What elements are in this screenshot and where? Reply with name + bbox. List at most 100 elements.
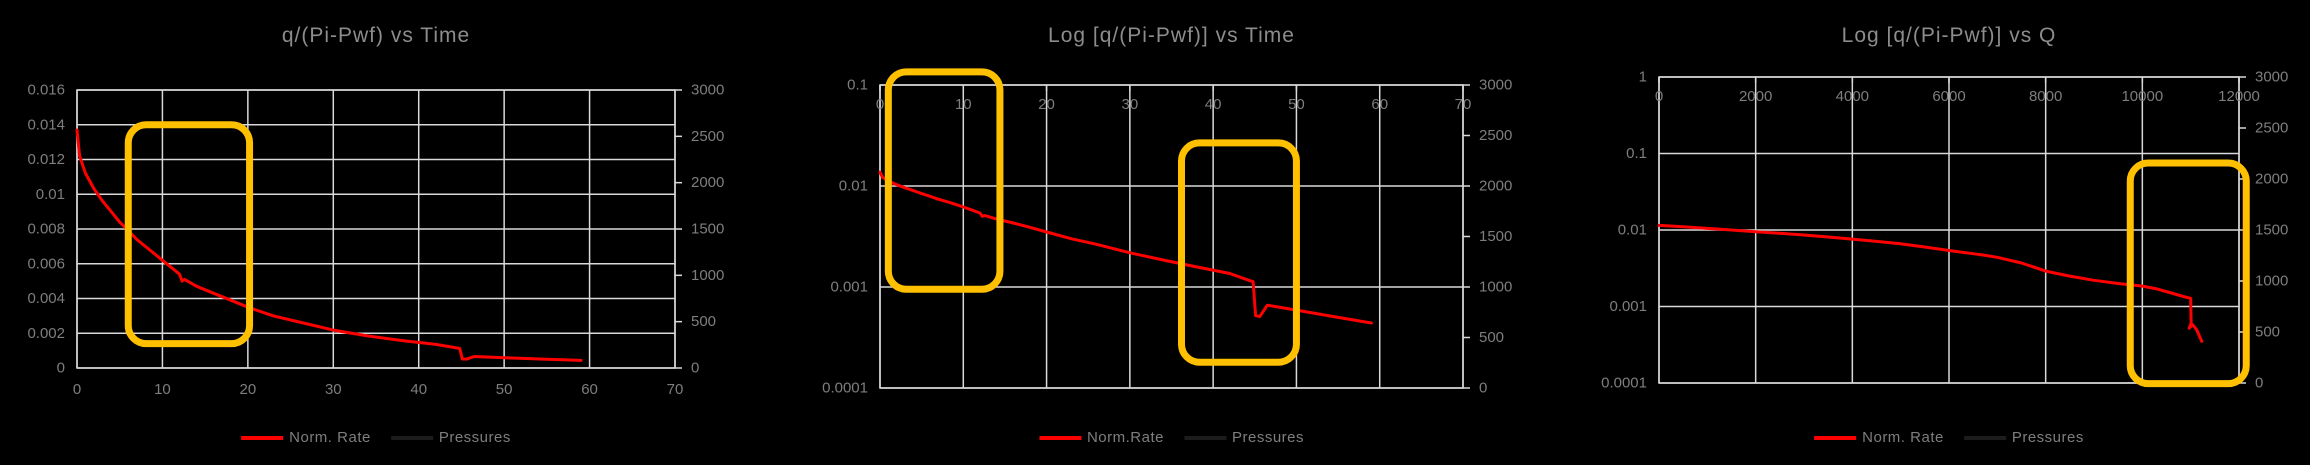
- x-axis-tick-label: 6000: [1932, 88, 1965, 105]
- series-line-1: [75, 128, 583, 362]
- chart-title: Log [q/(Pi-Pwf)] vs Time: [1048, 24, 1295, 47]
- y-axis-tick-label: 0.001: [1609, 298, 1647, 315]
- y-axis-tick-label: 0.004: [27, 290, 65, 307]
- plot-border: [879, 84, 1464, 389]
- y-axis-tick-label: 0.0001: [1601, 375, 1647, 392]
- x-axis-tick-label: 60: [581, 381, 598, 398]
- y2-axis-tick-label: 1000: [1479, 279, 1512, 296]
- annotation-box: [2126, 159, 2250, 388]
- y-axis-tick-label: 0.006: [27, 255, 65, 272]
- y-axis-tick-label: 0: [57, 360, 65, 377]
- y2-axis-tick-label: 2500: [691, 128, 724, 145]
- chart-panel-1: 0.016 0.014 0.012 0.01 0.008 0.006 0.004 0.002 0…: [0, 0, 770, 465]
- x-axis-tick-label: 10: [955, 96, 972, 113]
- annotation-box: [124, 121, 254, 348]
- y2-axis-tick-label: 500: [691, 313, 716, 330]
- x-axis-tick-label: 0: [73, 381, 81, 398]
- legend-line-marker: [1814, 435, 1857, 440]
- y2-axis-tick-label: 3000: [2255, 69, 2288, 86]
- legend-item: Norm. Rate: [1814, 429, 1944, 446]
- chart-title: Log [q/(Pi-Pwf)] vs Q: [1842, 24, 2057, 47]
- x-axis-tick-label: 40: [1205, 96, 1222, 113]
- legend-line-marker-hidden: [1184, 435, 1226, 440]
- legend-item: Pressures: [1184, 429, 1304, 446]
- x-axis-tick-label: 70: [1455, 96, 1472, 113]
- x-axis-tick-label: 20: [240, 381, 257, 398]
- legend-label: Norm. Rate: [289, 429, 371, 446]
- chart-legend: Norm.Rate Pressures: [1038, 429, 1304, 446]
- y2-axis-tick-label: 0: [1479, 380, 1487, 397]
- y-axis-tick-label: 0.1: [1626, 145, 1647, 162]
- y-axis-tick-label: 0.014: [27, 116, 65, 133]
- x-axis-tick-label: 50: [1288, 96, 1305, 113]
- y-axis-tick-label: 0.0001: [822, 380, 868, 397]
- y-axis-tick-label: 0.002: [27, 325, 65, 342]
- x-axis-tick-label: 2000: [1739, 88, 1772, 105]
- x-axis-tick-label: 0: [876, 96, 884, 113]
- annotation-box: [1177, 139, 1300, 366]
- y2-axis-tick-label: 1500: [2255, 222, 2288, 239]
- chart-svg: 0.016 0.014 0.012 0.01 0.008 0.006 0.004 0.002 0…: [27, 24, 724, 398]
- x-axis-tick-label: 8000: [2029, 88, 2062, 105]
- chart-legend: Norm. Rate Pressures: [1814, 429, 2084, 446]
- y2-axis-tick-label: 2000: [2255, 171, 2288, 188]
- legend-label: Pressures: [2011, 429, 2084, 446]
- y2-axis-tick-label: 0: [2255, 375, 2263, 392]
- y2-axis-tick-label: 0: [691, 360, 699, 377]
- x-axis-tick-label: 0: [1655, 88, 1663, 105]
- y-axis-tick-label: 0.008: [27, 221, 65, 238]
- legend-label: Norm. Rate: [1862, 429, 1944, 446]
- x-axis-tick-label: 4000: [1836, 88, 1869, 105]
- x-axis-tick-label: 12000: [2218, 88, 2260, 105]
- y2-axis-tick-label: 500: [2255, 324, 2280, 341]
- x-axis-tick-label: 60: [1371, 96, 1388, 113]
- x-axis-tick-label: 50: [496, 381, 513, 398]
- x-axis-tick-label: 20: [1038, 96, 1055, 113]
- series-line-1: [878, 170, 1373, 325]
- y2-axis-tick-label: 1500: [691, 221, 724, 238]
- legend-label: Pressures: [438, 429, 511, 446]
- chart-title: q/(Pi-Pwf) vs Time: [282, 24, 470, 47]
- annotation-box: [884, 68, 1004, 293]
- y-axis-tick-label: 1: [1639, 69, 1647, 86]
- legend-line-marker: [1038, 435, 1081, 440]
- y2-axis-tick-label: 3000: [691, 82, 724, 99]
- legend-item: Pressures: [1963, 429, 2084, 446]
- chart-panel-2: 0.1 0.01 0.001 0.0001 0 10 20 30 40 50 60 70 3000 250…: [770, 0, 1540, 465]
- y2-axis-tick-label: 2500: [1479, 127, 1512, 144]
- y2-axis-tick-label: 1000: [691, 267, 724, 284]
- y-axis-tick-label: 0.01: [1618, 222, 1647, 239]
- x-axis-tick-label: 30: [325, 381, 342, 398]
- legend-item: Norm. Rate: [241, 429, 371, 446]
- y-axis-tick-label: 0.01: [839, 178, 868, 195]
- legend-line-marker-hidden: [390, 435, 433, 440]
- y-axis-tick-label: 0.012: [27, 151, 65, 168]
- series-line-1: [1657, 223, 2204, 343]
- y2-axis-tick-label: 2000: [691, 174, 724, 191]
- y-axis-tick-label: 0.016: [27, 82, 65, 99]
- y2-axis-tick-label: 3000: [1479, 77, 1512, 94]
- y2-axis-tick-label: 1500: [1479, 228, 1512, 245]
- y2-axis-tick-label: 500: [1479, 329, 1504, 346]
- y-axis-tick-label: 0.001: [830, 279, 868, 296]
- x-axis-tick-label: 40: [410, 381, 427, 398]
- y-axis-tick-label: 0.01: [36, 186, 65, 203]
- y2-axis-tick-label: 1000: [2255, 273, 2288, 290]
- y-axis-tick-label: 0.1: [847, 77, 868, 94]
- x-axis-tick-label: 70: [667, 381, 684, 398]
- chart-svg: 0.1 0.01 0.001 0.0001 0 10 20 30 40 50 60 70 3000 250…: [822, 24, 1512, 397]
- x-axis-tick-label: 10000: [2121, 88, 2163, 105]
- legend-label: Norm.Rate: [1086, 429, 1164, 446]
- legend-label: Pressures: [1232, 429, 1305, 446]
- legend-item: Pressures: [390, 429, 511, 446]
- y2-axis-tick-label: 2000: [1479, 178, 1512, 195]
- y2-axis-tick-label: 2500: [2255, 120, 2288, 137]
- chart-panel-3: 1 0.1 0.01 0.001 0.0001 0 2000 4000 6000 8000 1000…: [1540, 0, 2310, 465]
- chart-legend: Norm. Rate Pressures: [241, 429, 511, 446]
- x-axis-tick-label: 30: [1122, 96, 1139, 113]
- legend-line-marker-hidden: [1963, 435, 2006, 440]
- legend-line-marker: [241, 435, 284, 440]
- x-axis-tick-label: 10: [154, 381, 171, 398]
- chart-svg: 1 0.1 0.01 0.001 0.0001 0 2000 4000 6000 8000 1000…: [1601, 24, 2288, 392]
